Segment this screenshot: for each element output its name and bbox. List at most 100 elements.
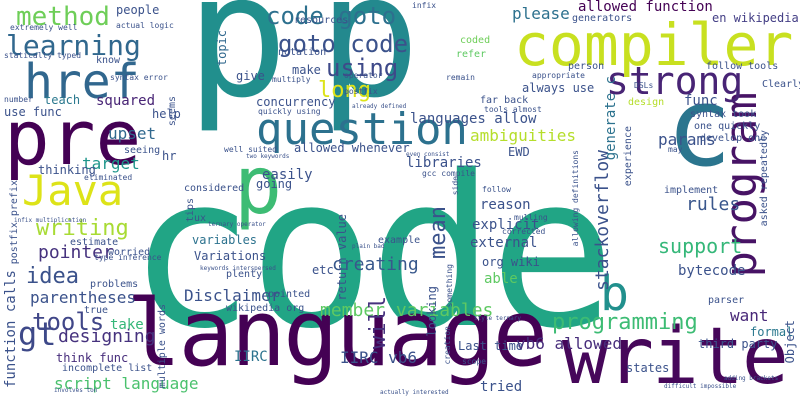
word-type-inference: type inference bbox=[94, 253, 162, 262]
word-may: may bbox=[668, 145, 683, 154]
word-implement: implement bbox=[664, 185, 719, 196]
word-upset: upset bbox=[108, 124, 157, 143]
word-two-keywords: two keywords bbox=[246, 153, 290, 160]
word-teach: teach bbox=[44, 93, 81, 107]
word-true: true bbox=[84, 305, 109, 316]
word-org-wiki: org wiki bbox=[482, 255, 540, 269]
word-operator: operator bbox=[344, 71, 383, 80]
word-variables: variables bbox=[192, 233, 258, 247]
word-ternary-operator: ternary operator bbox=[208, 221, 266, 228]
word-concurrency: concurrency bbox=[256, 95, 336, 109]
word-multiply: multiply bbox=[272, 75, 311, 84]
word-method: method bbox=[16, 2, 110, 32]
word-think-func: think func bbox=[56, 351, 129, 365]
word-estimate: estimate bbox=[70, 237, 119, 248]
word-ambiguities: ambiguities bbox=[470, 126, 576, 145]
word-third-party: third party bbox=[698, 337, 778, 351]
word-gcc-compile: gcc compile bbox=[422, 169, 475, 178]
word-parentheses: parentheses bbox=[30, 288, 136, 307]
word-well-suited: well suited bbox=[224, 145, 277, 154]
word-compiler: compiler bbox=[514, 11, 794, 79]
word-etc: etc bbox=[312, 263, 334, 277]
word-keywords-interspersed: keywords interspersed bbox=[200, 265, 276, 272]
word-tools-almost: tools almost bbox=[484, 105, 542, 114]
word-goto-code: goto code bbox=[278, 30, 409, 58]
word-extremely-well: extremely well bbox=[10, 23, 78, 32]
word-follow-tools: follow tools bbox=[706, 61, 779, 72]
word-incomplete-list: incomplete list bbox=[62, 363, 153, 374]
word-pointer: pointer bbox=[38, 242, 114, 263]
word-far-back: far back bbox=[480, 95, 529, 106]
word-know: know bbox=[96, 55, 121, 66]
word-quickly-using: quickly using bbox=[258, 107, 321, 116]
word-scope: scope bbox=[462, 357, 487, 366]
word-squared: squared bbox=[96, 93, 156, 109]
word-script-language: script language bbox=[54, 374, 199, 393]
word-something: something bbox=[445, 264, 454, 308]
word-pre: pre bbox=[4, 93, 142, 182]
word-make: make bbox=[292, 63, 321, 77]
word-generate-c: generate c bbox=[603, 76, 619, 161]
word-person: person bbox=[568, 61, 605, 72]
word-last-time: Last time bbox=[458, 339, 524, 353]
word-worried: worried bbox=[108, 247, 151, 258]
word-asked-repeatedly: asked repeatedly bbox=[759, 130, 770, 227]
word-follow: follow bbox=[482, 185, 511, 194]
word-pointed: pointed bbox=[268, 289, 311, 300]
word-going: going bbox=[256, 177, 293, 191]
word-allowed-whenever: allowed whenever bbox=[294, 141, 410, 155]
word-example: example bbox=[378, 235, 421, 246]
word-help: help bbox=[152, 107, 181, 121]
word-code-goto: code goto bbox=[266, 2, 397, 30]
word-seeing: seeing bbox=[124, 145, 161, 156]
word-multiple-words: multiple words bbox=[157, 304, 168, 389]
word-postfix: postfix bbox=[344, 87, 378, 96]
word-creating: creating bbox=[332, 254, 419, 275]
word-plain-bad: plain bad bbox=[352, 243, 385, 250]
word-strong: strong bbox=[606, 59, 744, 103]
word-plenty: plenty bbox=[226, 269, 263, 280]
word-function-calls: function calls bbox=[3, 270, 19, 389]
word-iirc-vb6: IIRC vb6 bbox=[340, 348, 418, 367]
word-parser: parser bbox=[708, 295, 745, 306]
word-notation: notation bbox=[278, 47, 327, 58]
word-will: will bbox=[366, 296, 391, 349]
word-able: able bbox=[484, 271, 518, 287]
word-language: language bbox=[126, 280, 548, 387]
word-object: Object bbox=[783, 320, 797, 364]
word-allowed-function: allowed function bbox=[578, 0, 713, 15]
word-considered: considered bbox=[184, 183, 245, 194]
word-java: Java bbox=[22, 166, 124, 215]
word-appropriate: appropriate bbox=[532, 71, 585, 80]
word-support: support bbox=[658, 234, 743, 258]
word-external: external bbox=[470, 235, 538, 251]
word-using: using bbox=[326, 54, 399, 82]
word-actually-interested: actually interested bbox=[380, 389, 449, 396]
word-clearly: Clearly bbox=[762, 79, 800, 90]
word-mean: mean bbox=[426, 206, 451, 259]
word-learning: learning bbox=[6, 29, 141, 62]
word-stackoverflow: stackoverflow bbox=[592, 150, 613, 291]
word-always-use: always use bbox=[522, 81, 595, 95]
word-already-defined: already defined bbox=[352, 103, 407, 110]
word-params: params bbox=[658, 130, 716, 149]
word-syntax-took: syntax took bbox=[690, 109, 757, 120]
word-formal: formal bbox=[750, 325, 794, 339]
word-programming: programming bbox=[552, 310, 698, 335]
word-ux: ux bbox=[194, 213, 207, 224]
word-side: side bbox=[451, 176, 460, 196]
word-experience: experience bbox=[623, 126, 634, 187]
word-seems: seems bbox=[167, 96, 178, 127]
word-problems: problems bbox=[90, 279, 139, 290]
word-states: states bbox=[626, 361, 670, 375]
word-p-large: p bbox=[186, 0, 289, 136]
word-idea: idea bbox=[26, 264, 79, 289]
word-resources: resources bbox=[294, 15, 349, 26]
word-take: take bbox=[110, 317, 144, 333]
word-tools: tools bbox=[32, 308, 105, 336]
word-variations: Variations bbox=[194, 249, 267, 263]
word-infix-multiplication: infix multiplication bbox=[14, 217, 87, 224]
word-design: design bbox=[628, 97, 665, 108]
word-en-wikipedia: en wikipedia bbox=[712, 11, 799, 25]
word-wikipedia-org: wikipedia org bbox=[226, 303, 305, 314]
